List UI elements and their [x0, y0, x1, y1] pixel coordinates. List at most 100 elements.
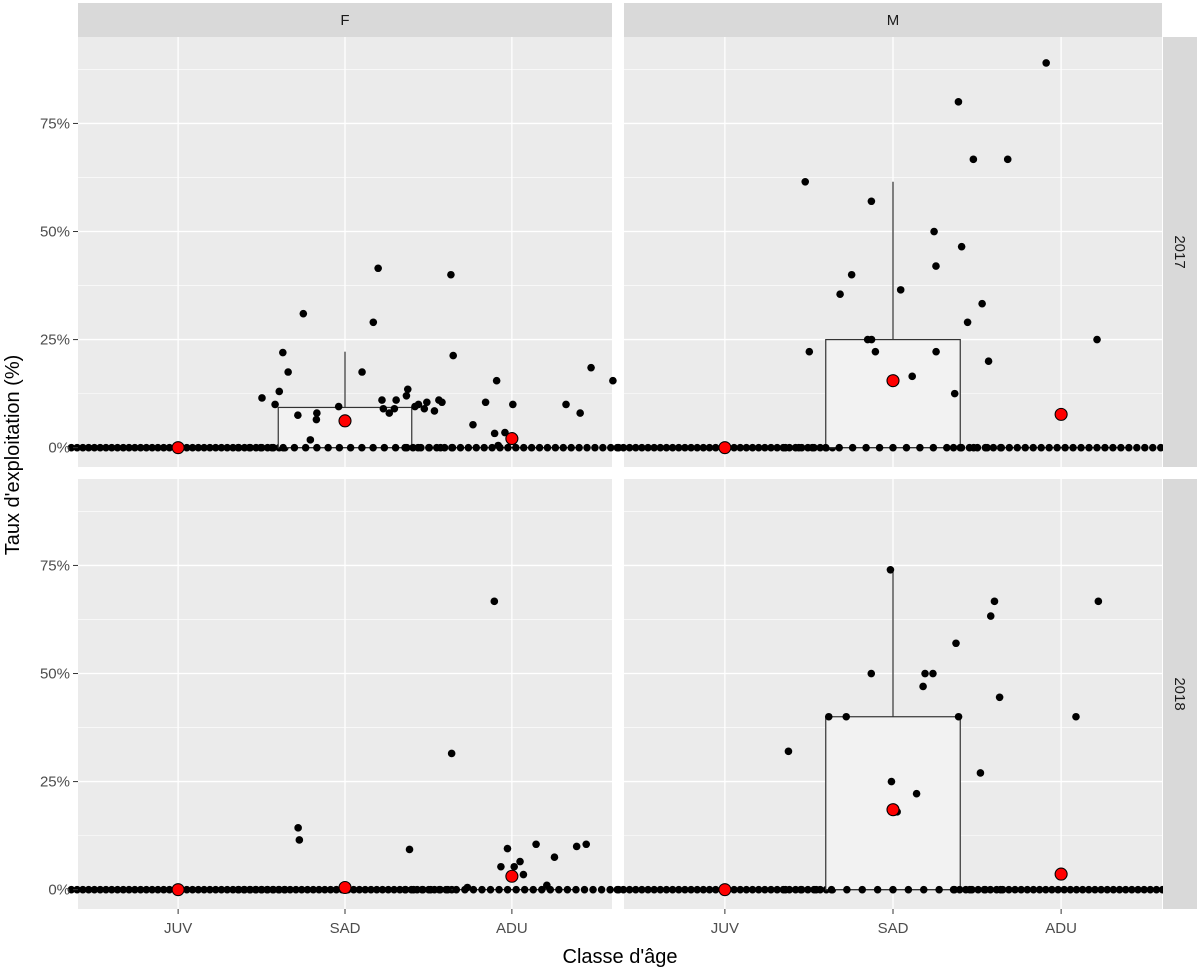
data-point	[805, 347, 814, 356]
data-point	[889, 885, 897, 894]
mean-point-sad	[886, 374, 900, 388]
mean-point-adu	[505, 869, 519, 883]
data-point	[963, 318, 972, 327]
data-point	[992, 885, 1001, 894]
data-point	[1146, 885, 1155, 894]
data-point	[472, 443, 481, 452]
data-point	[274, 885, 283, 894]
data-point	[932, 262, 940, 270]
data-point	[449, 351, 457, 360]
data-point	[79, 885, 87, 894]
data-point	[1125, 443, 1133, 452]
data-point	[836, 290, 844, 298]
data-point	[950, 389, 959, 398]
data-point	[313, 443, 321, 452]
y-tick-label: 50%	[40, 666, 70, 683]
data-point	[361, 885, 370, 894]
data-point	[784, 747, 793, 756]
data-point	[369, 443, 377, 452]
data-point	[583, 443, 591, 452]
data-point	[125, 443, 133, 452]
data-point	[268, 443, 276, 452]
data-point	[385, 409, 394, 417]
data-point	[801, 178, 810, 186]
data-point	[374, 264, 382, 273]
data-point	[619, 443, 628, 452]
data-point	[223, 443, 231, 452]
data-point	[968, 885, 976, 894]
data-point	[848, 443, 857, 452]
data-point	[921, 669, 929, 678]
data-point	[131, 443, 139, 452]
data-point	[1021, 443, 1030, 452]
data-point	[827, 885, 836, 894]
data-point	[1093, 335, 1101, 344]
data-point	[1029, 885, 1038, 894]
data-point	[711, 443, 720, 452]
data-point	[889, 443, 897, 452]
data-point	[229, 885, 237, 894]
data-point	[1115, 885, 1124, 894]
data-point	[943, 443, 951, 452]
data-point	[349, 885, 358, 894]
data-point	[699, 885, 708, 894]
data-point	[258, 394, 266, 402]
data-point	[989, 443, 998, 452]
data-point	[1128, 885, 1136, 894]
data-point	[418, 885, 426, 894]
data-point	[503, 885, 512, 894]
data-point	[1097, 885, 1105, 894]
data-point	[824, 712, 833, 721]
data-point	[159, 443, 168, 452]
data-point	[867, 335, 876, 344]
data-point	[430, 407, 439, 415]
data-point	[662, 885, 671, 894]
data-point	[754, 443, 763, 452]
data-point	[587, 363, 595, 372]
data-point	[1133, 443, 1141, 452]
data-point	[1054, 885, 1062, 894]
data-point	[576, 409, 584, 417]
data-point	[575, 443, 583, 452]
data-point	[773, 885, 781, 894]
data-point	[699, 443, 708, 452]
data-point	[1035, 885, 1044, 894]
data-point	[748, 443, 757, 452]
data-point	[113, 885, 122, 894]
data-point	[440, 443, 449, 452]
data-point	[1061, 443, 1069, 452]
data-point	[456, 443, 465, 452]
data-point	[795, 443, 803, 452]
data-point	[981, 443, 990, 452]
data-point	[154, 443, 162, 452]
data-point	[417, 443, 425, 452]
data-point	[952, 639, 960, 648]
data-point	[142, 443, 151, 452]
data-point	[516, 857, 524, 866]
data-point	[165, 443, 174, 452]
data-point	[835, 443, 843, 452]
data-point	[378, 885, 387, 894]
data-point	[1041, 885, 1050, 894]
data-point	[662, 443, 671, 452]
data-point	[529, 885, 538, 894]
data-point	[693, 443, 702, 452]
data-point	[102, 885, 110, 894]
data-point	[767, 885, 775, 894]
data-point	[976, 769, 985, 777]
data-point	[240, 885, 248, 894]
data-point	[426, 885, 435, 894]
data-point	[761, 885, 769, 894]
data-point	[79, 443, 87, 452]
data-point	[136, 885, 145, 894]
mean-point-juv	[171, 883, 185, 897]
data-point	[730, 885, 738, 894]
data-point	[1072, 885, 1081, 894]
data-point	[358, 443, 366, 452]
data-point	[929, 669, 937, 678]
data-point	[609, 376, 617, 385]
data-point	[447, 270, 455, 279]
data-point	[420, 404, 429, 413]
data-point	[280, 885, 289, 894]
